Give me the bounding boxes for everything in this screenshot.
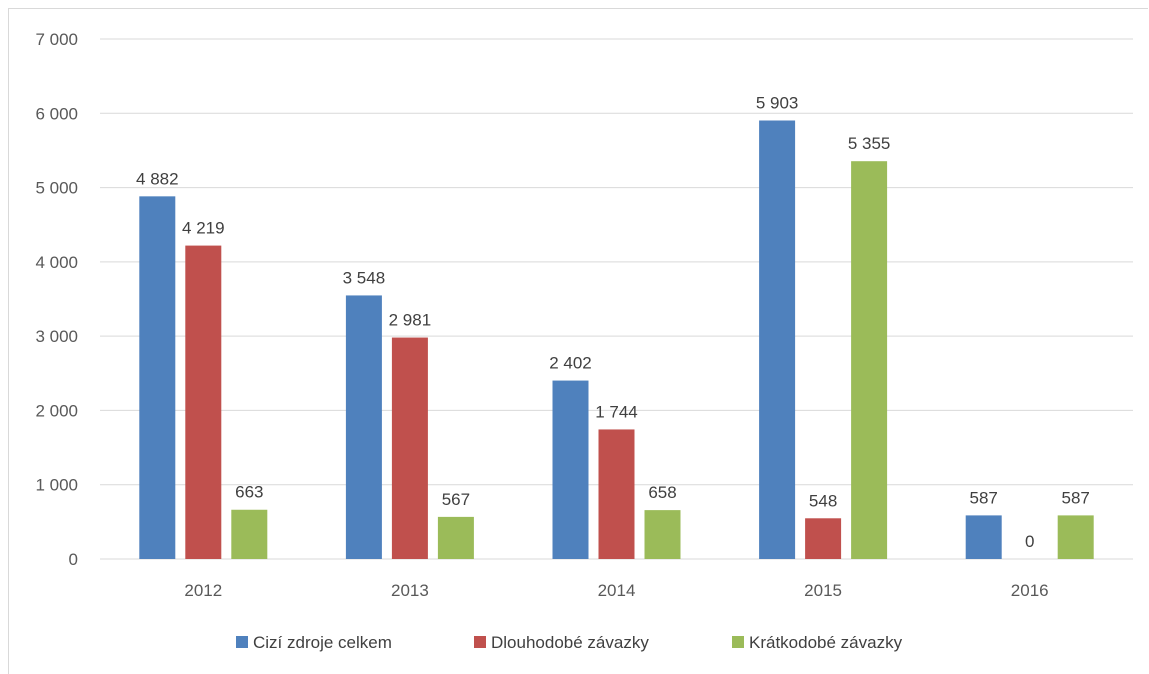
x-tick-label: 2016 bbox=[1011, 581, 1049, 600]
legend-swatch bbox=[236, 636, 248, 648]
data-label: 663 bbox=[235, 483, 263, 502]
bar bbox=[345, 295, 382, 559]
bar bbox=[231, 509, 268, 559]
y-tick-label: 7 000 bbox=[35, 30, 78, 49]
y-tick-label: 0 bbox=[69, 550, 78, 569]
bar bbox=[805, 518, 842, 559]
bar bbox=[965, 515, 1002, 559]
data-label: 4 882 bbox=[136, 169, 179, 188]
data-label: 5 355 bbox=[848, 134, 891, 153]
x-tick-label: 2013 bbox=[391, 581, 429, 600]
data-label: 587 bbox=[970, 488, 998, 507]
data-label: 5 903 bbox=[756, 93, 799, 112]
data-label: 0 bbox=[1025, 532, 1034, 551]
data-label: 1 744 bbox=[595, 402, 638, 421]
y-tick-label: 6 000 bbox=[35, 104, 78, 123]
data-label: 2 402 bbox=[549, 354, 592, 373]
bar bbox=[437, 516, 474, 559]
data-label: 548 bbox=[809, 491, 837, 510]
y-tick-label: 3 000 bbox=[35, 327, 78, 346]
y-tick-label: 4 000 bbox=[35, 253, 78, 272]
bar bbox=[139, 196, 176, 559]
legend-label: Krátkodobé závazky bbox=[749, 633, 903, 652]
legend-swatch bbox=[732, 636, 744, 648]
bar bbox=[598, 429, 635, 559]
legend-label: Dlouhodobé závazky bbox=[491, 633, 649, 652]
data-label: 587 bbox=[1062, 488, 1090, 507]
y-tick-label: 2 000 bbox=[35, 401, 78, 420]
bar bbox=[552, 380, 589, 559]
legend-swatch bbox=[474, 636, 486, 648]
data-label: 3 548 bbox=[343, 268, 386, 287]
data-label: 658 bbox=[648, 483, 676, 502]
bar bbox=[391, 337, 428, 559]
bar bbox=[759, 120, 796, 560]
x-tick-label: 2015 bbox=[804, 581, 842, 600]
y-tick-label: 1 000 bbox=[35, 476, 78, 495]
data-label: 2 981 bbox=[389, 311, 432, 330]
data-label: 4 219 bbox=[182, 219, 225, 238]
y-tick-label: 5 000 bbox=[35, 179, 78, 198]
data-label: 567 bbox=[442, 490, 470, 509]
bar bbox=[851, 161, 888, 559]
bar bbox=[1057, 515, 1094, 559]
x-tick-label: 2012 bbox=[184, 581, 222, 600]
chart-frame bbox=[8, 8, 1148, 674]
bar bbox=[644, 510, 681, 559]
bar bbox=[185, 245, 222, 560]
x-tick-label: 2014 bbox=[598, 581, 636, 600]
legend-label: Cizí zdroje celkem bbox=[253, 633, 392, 652]
